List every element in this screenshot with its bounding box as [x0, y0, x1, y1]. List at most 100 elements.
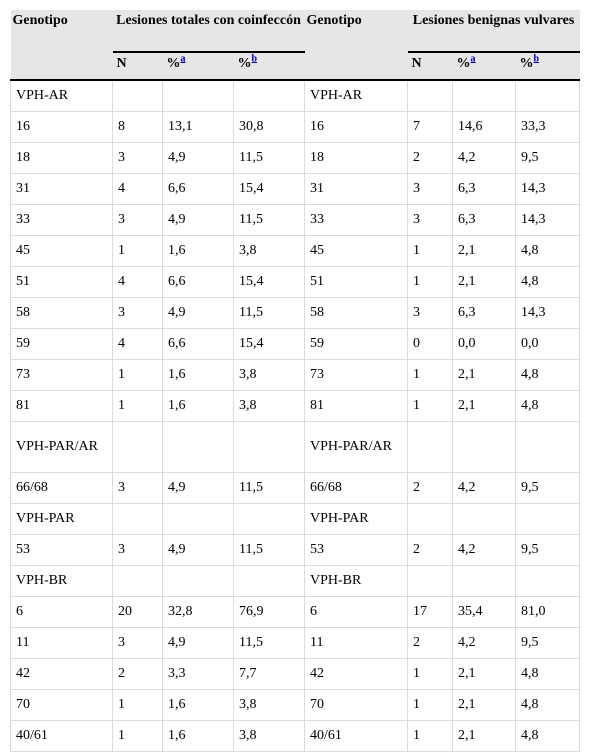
pct-b-cell: 3,8 [232, 235, 306, 267]
table-row: 73 1 1,6 3,8 73 1 2,1 4,8 [10, 359, 581, 391]
pct-a-cell: 35,4 [452, 596, 517, 628]
n-cell: 2 [407, 472, 454, 504]
pct-a-cell: 2,1 [452, 359, 517, 391]
header-genotype-left: Genotipo [10, 10, 113, 81]
pct-b-cell: 30,8 [232, 111, 306, 143]
n-cell: 1 [112, 720, 163, 752]
n-cell: 3 [407, 204, 454, 236]
pct-b-cell: 3,8 [232, 390, 306, 422]
genotype-cell: 45 [304, 235, 409, 267]
pct-b-cell: 4,8 [515, 235, 581, 267]
pct-a-cell: 6,3 [452, 297, 517, 329]
pct-a-cell: 4,9 [162, 142, 234, 174]
n-cell: 8 [112, 111, 163, 143]
pct-b-cell: 14,3 [515, 204, 581, 236]
pct-b-cell: 4,8 [515, 689, 581, 721]
header-pct-b-right: %b [515, 52, 580, 81]
genotype-cell: 58 [10, 297, 113, 329]
pct-b-cell: 14,3 [515, 297, 581, 329]
table-row: 42 2 3,3 7,7 42 1 2,1 4,8 [10, 658, 581, 690]
pct-a-cell: 0,0 [452, 328, 517, 360]
pct-b-cell: 4,8 [515, 720, 581, 752]
table-row: 70 1 1,6 3,8 70 1 2,1 4,8 [10, 689, 581, 721]
pct-a-cell: 2,1 [452, 390, 517, 422]
n-cell: 3 [407, 297, 454, 329]
pct-a-cell: 13,1 [162, 111, 234, 143]
empty-cell [452, 421, 517, 473]
n-cell: 2 [407, 534, 454, 566]
n-cell: 2 [112, 658, 163, 690]
footnote-b-link[interactable]: b [533, 53, 540, 65]
empty-cell [452, 79, 517, 112]
table-row: 31 4 6,6 15,4 31 3 6,3 14,3 [10, 173, 581, 205]
group-label-cell: VPH-PAR/AR [304, 421, 409, 473]
group-label-cell: VPH-PAR/AR [10, 421, 113, 473]
header-pct-b-left: %b [233, 52, 305, 81]
footnote-b-link[interactable]: b [251, 53, 258, 65]
n-cell: 3 [407, 173, 454, 205]
pct-b-cell: 11,5 [232, 204, 306, 236]
table-row: 6 20 32,8 76,9 6 17 35,4 81,0 [10, 596, 581, 628]
n-cell: 1 [407, 658, 454, 690]
n-cell: 1 [407, 390, 454, 422]
group-row: VPH-BR VPH-BR [10, 565, 581, 597]
empty-cell [112, 79, 163, 112]
group-row: VPH-PAR/AR VPH-PAR/AR [10, 421, 581, 473]
n-cell: 2 [407, 627, 454, 659]
n-cell: 1 [407, 720, 454, 752]
n-cell: 1 [407, 689, 454, 721]
footnote-a-link[interactable]: a [470, 53, 476, 65]
n-cell: 4 [112, 328, 163, 360]
genotype-cell: 33 [10, 204, 113, 236]
pct-b-cell: 33,3 [515, 111, 581, 143]
footnote-a-link[interactable]: a [180, 53, 186, 65]
pct-b-cell: 4,8 [515, 266, 581, 298]
pct-b-cell: 15,4 [232, 266, 306, 298]
pct-b-cell: 81,0 [515, 596, 581, 628]
table-row: 18 3 4,9 11,5 18 2 4,2 9,5 [10, 142, 581, 174]
table-body: VPH-AR VPH-AR 16 8 13,1 30,8 16 7 14,6 33,3 18 3 4,9… [10, 79, 581, 752]
genotype-cell: 73 [304, 359, 409, 391]
empty-cell [112, 565, 163, 597]
genotype-cell: 66/68 [304, 472, 409, 504]
genotype-cell: 45 [10, 235, 113, 267]
table-row: 45 1 1,6 3,8 45 1 2,1 4,8 [10, 235, 581, 267]
n-cell: 1 [112, 235, 163, 267]
pct-a-cell: 6,6 [162, 328, 234, 360]
genotype-cell: 66/68 [10, 472, 113, 504]
empty-cell [232, 503, 306, 535]
genotype-cell: 42 [10, 658, 113, 690]
pct-b-cell: 4,8 [515, 658, 581, 690]
pct-a-cell: 32,8 [162, 596, 234, 628]
pct-b-cell: 11,5 [232, 297, 306, 329]
pct-label: % [456, 56, 471, 71]
group-row: VPH-PAR VPH-PAR [10, 503, 581, 535]
group-label-cell: VPH-PAR [10, 503, 113, 535]
header-n-right: N [407, 52, 453, 81]
pct-a-cell: 4,2 [452, 534, 517, 566]
pct-a-cell: 3,3 [162, 658, 234, 690]
pct-a-cell: 1,6 [162, 720, 234, 752]
pct-b-cell: 11,5 [232, 627, 306, 659]
pct-a-cell: 4,2 [452, 472, 517, 504]
genotype-cell: 70 [304, 689, 409, 721]
empty-cell [515, 503, 581, 535]
n-cell: 1 [112, 689, 163, 721]
n-cell: 2 [407, 142, 454, 174]
pct-a-cell: 4,9 [162, 472, 234, 504]
pct-b-cell: 4,8 [515, 359, 581, 391]
genotype-cell: 73 [10, 359, 113, 391]
n-cell: 3 [112, 534, 163, 566]
header-group-benign-vulvar: Lesiones benignas vulvares [407, 10, 580, 53]
genotype-cell: 31 [10, 173, 113, 205]
pct-b-cell: 9,5 [515, 534, 581, 566]
empty-cell [407, 565, 454, 597]
pct-a-cell: 14,6 [452, 111, 517, 143]
empty-cell [162, 421, 234, 473]
n-cell: 1 [407, 359, 454, 391]
pct-b-cell: 15,4 [232, 328, 306, 360]
genotype-cell: 40/61 [304, 720, 409, 752]
table-row: 58 3 4,9 11,5 58 3 6,3 14,3 [10, 297, 581, 329]
pct-a-cell: 4,9 [162, 297, 234, 329]
